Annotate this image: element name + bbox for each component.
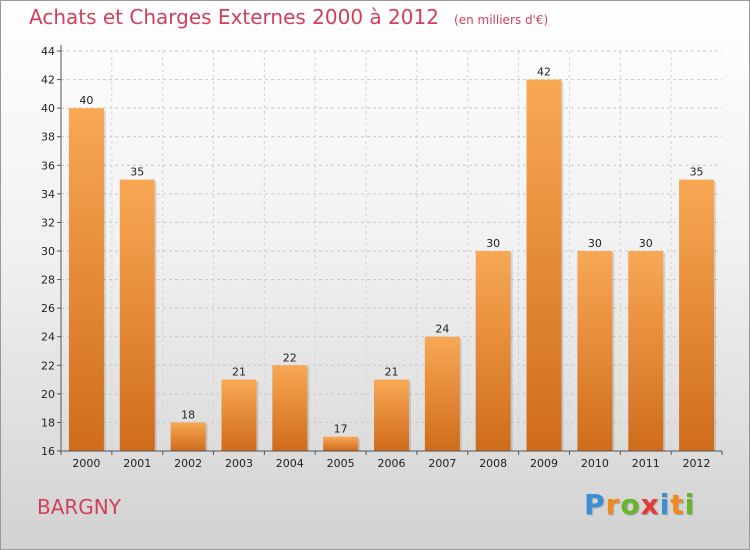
data-label-2004: 22 <box>283 351 297 364</box>
bar-2006 <box>374 379 409 451</box>
data-label-2008: 30 <box>486 237 500 250</box>
data-label-2007: 24 <box>435 323 449 336</box>
data-label-2012: 35 <box>690 166 704 179</box>
logo-letter: o <box>620 488 641 521</box>
x-tick-label: 2005 <box>327 457 355 470</box>
x-tick-label: 2002 <box>174 457 202 470</box>
title-block: Achats et Charges Externes 2000 à 2012 (… <box>29 5 548 29</box>
logo-letter: i <box>659 488 671 521</box>
data-label-2011: 30 <box>639 237 653 250</box>
y-tick-label: 38 <box>41 131 55 144</box>
bar-2005 <box>323 436 359 451</box>
y-tick-label: 30 <box>41 245 55 258</box>
chart-subtitle: (en milliers d'€) <box>454 13 549 27</box>
logo-letter: P <box>584 488 606 521</box>
bars: 40 35 18 21 22 17 21 24 30 42 30 30 35 <box>68 66 717 452</box>
axes: 16 18 20 22 24 26 28 30 32 34 36 38 40 42 44 2000 2001 20… <box>41 45 723 470</box>
bar-2002 <box>170 422 206 451</box>
commune-name: BARGNY <box>37 495 121 519</box>
y-tick-label: 34 <box>41 188 55 201</box>
x-tick-label: 2003 <box>225 457 253 470</box>
x-tick-label: 2012 <box>683 457 711 470</box>
x-tick-label: 2004 <box>276 457 304 470</box>
bar-2007 <box>424 336 460 451</box>
data-label-2002: 18 <box>181 408 195 421</box>
data-label-2006: 21 <box>385 366 399 379</box>
x-tick-label: 2001 <box>123 457 151 470</box>
x-tick-label: 2011 <box>632 457 660 470</box>
y-tick-label: 22 <box>41 359 55 372</box>
data-label-2003: 21 <box>232 366 246 379</box>
bar-2000 <box>68 108 104 452</box>
data-label-2009: 42 <box>537 66 551 79</box>
bar-2010 <box>577 251 613 451</box>
logo-letter: x <box>640 488 660 521</box>
bar-2011 <box>628 251 664 451</box>
y-tick-label: 24 <box>41 331 55 344</box>
logo-letter: i <box>684 488 696 521</box>
x-tick-label: 2010 <box>581 457 609 470</box>
bar-2004 <box>272 365 308 451</box>
data-label-2010: 30 <box>588 237 602 250</box>
y-tick-label: 18 <box>41 416 55 429</box>
y-tick-label: 20 <box>41 388 55 401</box>
y-tick-label: 36 <box>41 159 55 172</box>
data-label-2001: 35 <box>130 166 144 179</box>
bar-2008 <box>475 251 511 451</box>
x-tick-label: 2007 <box>428 457 456 470</box>
x-tick-label: 2008 <box>479 457 507 470</box>
y-tick-label: 32 <box>41 216 55 229</box>
x-tick-label: 2006 <box>378 457 406 470</box>
x-tick-label: 2009 <box>530 457 558 470</box>
y-tick-label: 28 <box>41 274 55 287</box>
data-label-2005: 17 <box>334 423 348 436</box>
y-tick-label: 16 <box>41 445 55 458</box>
chart-title: Achats et Charges Externes 2000 à 2012 <box>29 5 439 29</box>
y-tick-label: 26 <box>41 302 55 315</box>
bar-2012 <box>679 179 715 452</box>
y-tick-label: 40 <box>41 102 55 115</box>
bar-2001 <box>119 179 155 452</box>
proxiti-logo: Proxiti <box>584 488 695 521</box>
y-tick-label: 44 <box>41 45 55 58</box>
logo-letter: r <box>605 488 621 521</box>
bar-2009 <box>526 79 562 452</box>
logo-letter: t <box>670 488 685 521</box>
x-tick-label: 2000 <box>72 457 100 470</box>
y-tick-label: 42 <box>41 74 55 87</box>
bar-2003 <box>221 379 257 451</box>
data-label-2000: 40 <box>79 94 93 107</box>
